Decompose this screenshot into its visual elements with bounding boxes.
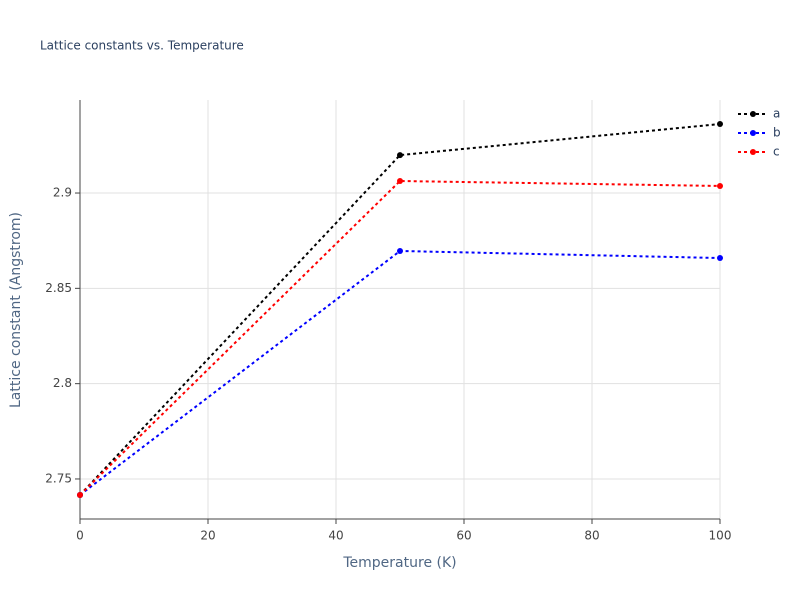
x-tick-label: 20: [200, 529, 215, 543]
data-point: [77, 491, 83, 498]
data-point: [717, 121, 723, 128]
data-point: [717, 255, 723, 262]
legend-marker: [750, 130, 756, 136]
y-tick-label: 2.75: [45, 471, 72, 485]
x-axis-title: Temperature (K): [342, 555, 456, 571]
chart-title: Lattice constants vs. Temperature: [40, 39, 244, 53]
legend-label: a: [773, 107, 780, 121]
series-line: [79, 180, 721, 496]
x-tick-label: 40: [328, 529, 343, 543]
x-tick-label: 100: [709, 529, 732, 543]
plot: [77, 121, 723, 498]
data-point: [717, 182, 723, 189]
x-tick-label: 80: [584, 529, 599, 543]
y-tick-label: 2.8: [53, 376, 72, 390]
x-tick-label: 0: [76, 529, 84, 543]
legend-marker: [750, 111, 756, 117]
axes: 0 20 40 60 80 100 2.75 2.8 2.85 2.9: [45, 100, 731, 543]
y-tick-label: 2.9: [53, 186, 72, 200]
grid: [79, 100, 721, 519]
y-tick-label: 2.85: [45, 281, 72, 295]
legend-label: c: [773, 145, 780, 159]
data-point: [397, 152, 403, 159]
legend: abc: [738, 107, 781, 159]
data-point: [397, 178, 403, 185]
legend-label: b: [773, 126, 781, 140]
y-axis-title: Lattice constant (Angstrom): [8, 212, 24, 408]
legend-marker: [750, 149, 756, 155]
x-tick-label: 60: [456, 529, 471, 543]
data-point: [397, 247, 403, 254]
